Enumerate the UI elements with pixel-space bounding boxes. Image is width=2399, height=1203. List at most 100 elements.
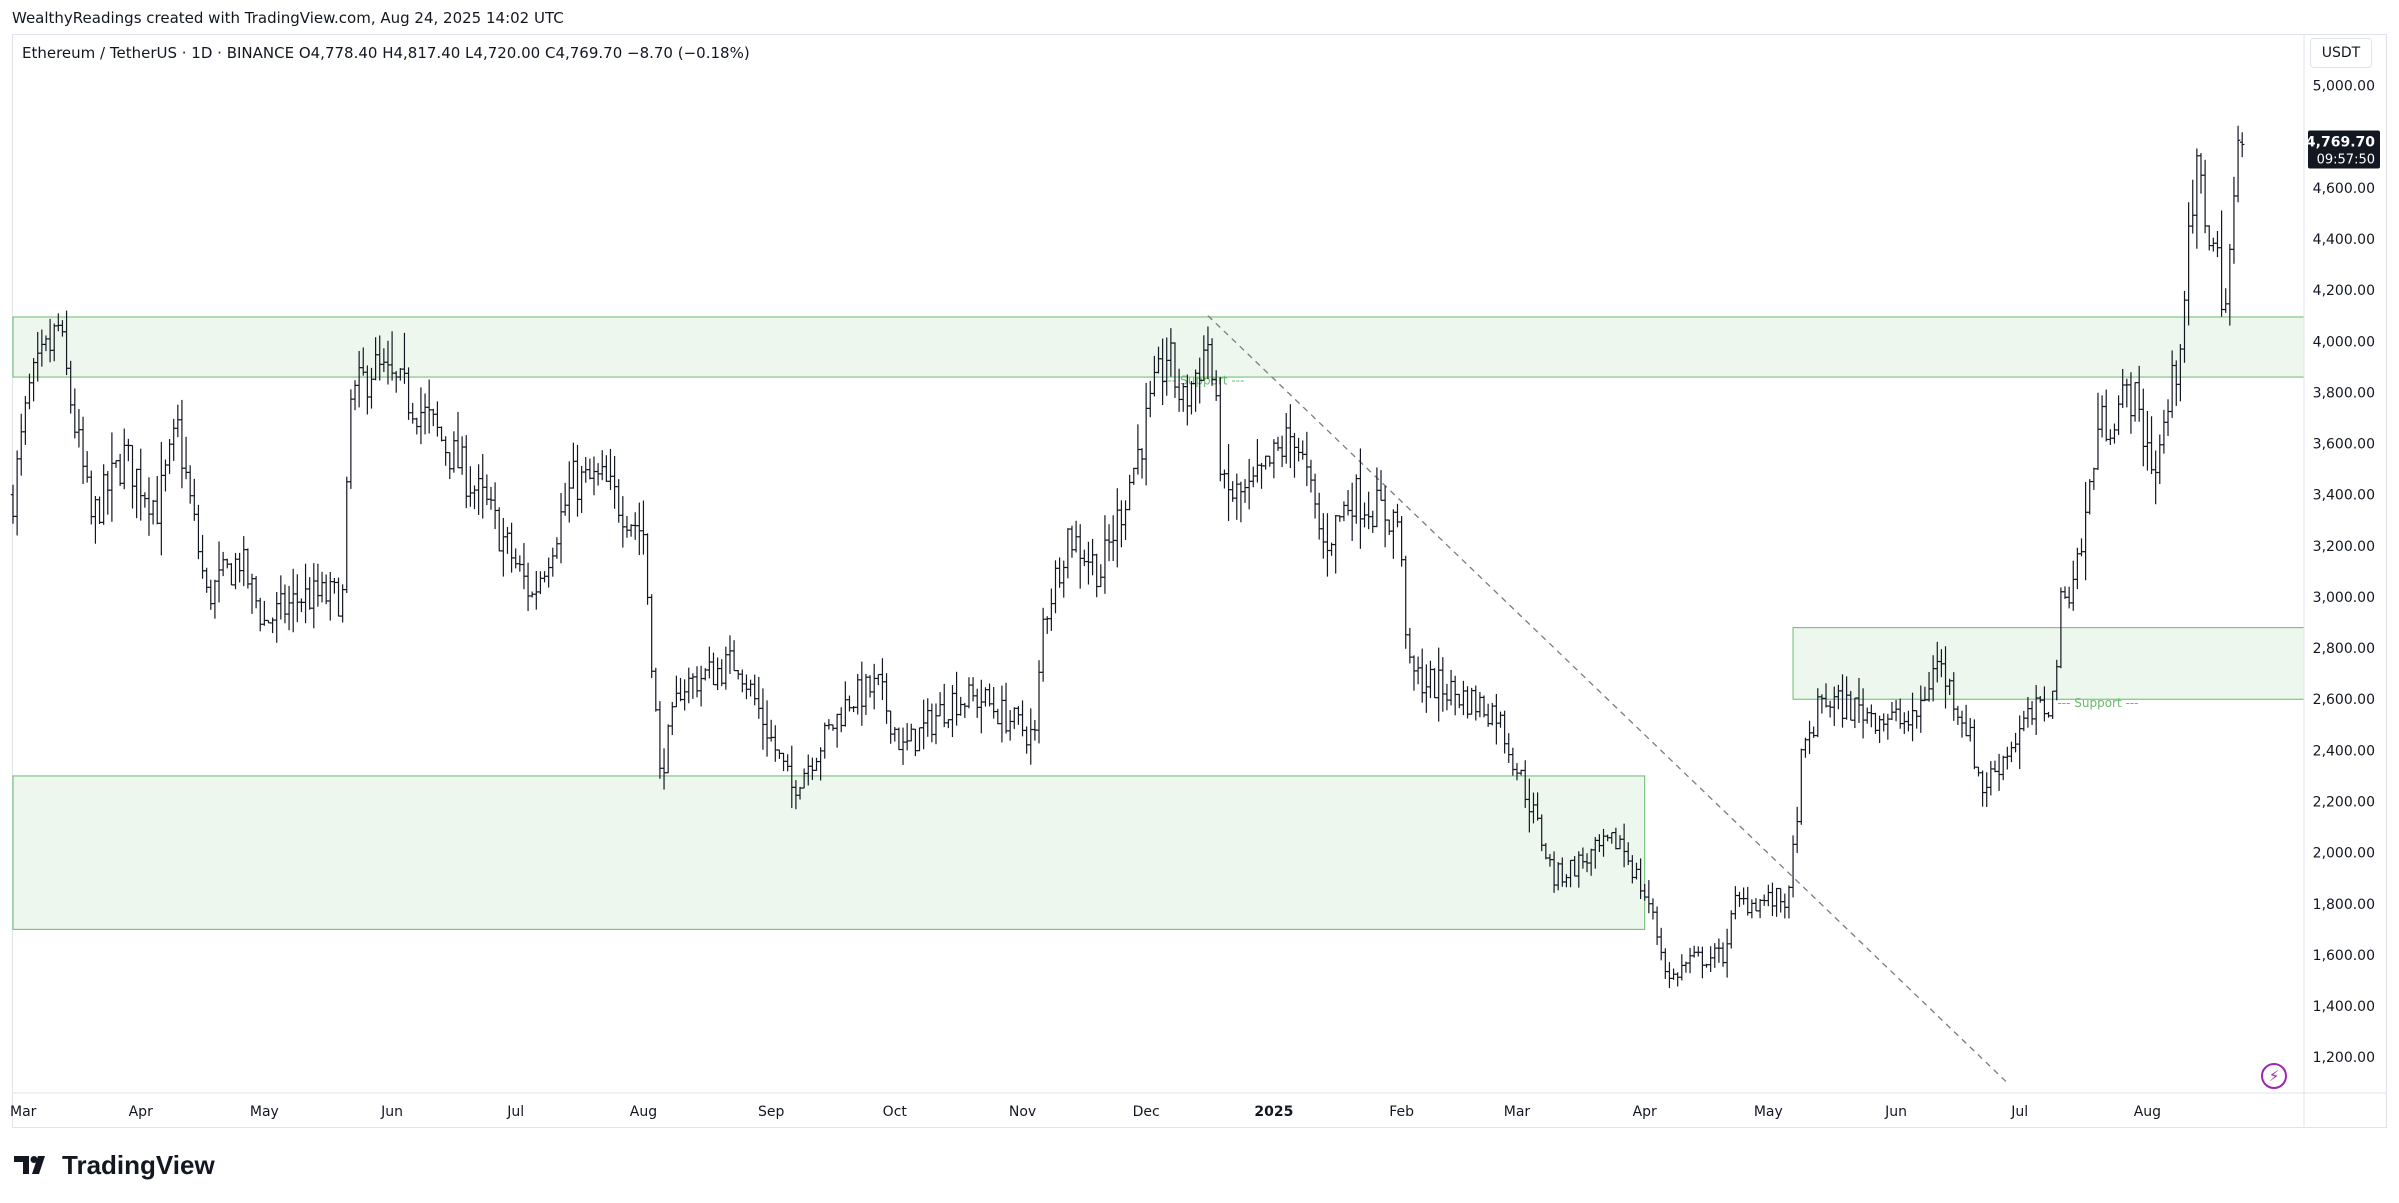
ohlc-bar	[1823, 683, 1829, 708]
ohlc-bar	[365, 365, 370, 415]
tradingview-brand[interactable]: TradingView	[14, 1150, 215, 1180]
currency-button[interactable]: USDT	[2310, 38, 2372, 68]
ohlc-bar	[1156, 346, 1161, 374]
ohlc-bar	[1613, 827, 1619, 850]
price-tick-label: 1,400.00	[2313, 999, 2375, 1015]
ohlc-bar	[2174, 360, 2179, 406]
ohlc-bar	[764, 700, 770, 757]
ohlc-bar	[1844, 676, 1849, 720]
ohlc-bar	[204, 567, 209, 593]
ohlc-bar	[2161, 409, 2167, 454]
ohlc-bar	[2178, 344, 2183, 402]
ohlc-bar	[389, 331, 395, 381]
ohlc-bar	[109, 432, 115, 522]
price-tick-label: 2,600.00	[2313, 692, 2375, 708]
ohlc-bar	[661, 748, 667, 790]
ohlc-bar	[68, 360, 73, 414]
ohlc-bar	[406, 367, 411, 420]
ohlc-bar	[1514, 763, 1520, 781]
ohlc-bar	[1391, 509, 1396, 559]
ohlc-bar	[1176, 368, 1182, 412]
ohlc-bar	[2239, 132, 2245, 158]
ohlc-bar	[1988, 761, 1994, 796]
ohlc-bar	[571, 442, 576, 489]
ohlc-bar	[1708, 946, 1713, 972]
ohlc-bar	[2141, 388, 2146, 467]
ohlc-bar	[1687, 947, 1693, 974]
time-tick-label: Feb	[1389, 1104, 1414, 1120]
ohlc-bar	[1374, 467, 1380, 528]
ohlc-bar	[900, 727, 906, 765]
ohlc-bar	[2054, 659, 2059, 701]
ohlc-bar	[1485, 703, 1491, 727]
ohlc-bar	[159, 442, 164, 556]
ohlc-bar	[1432, 668, 1437, 699]
ohlc-bar	[52, 323, 57, 362]
ohlc-bar	[1321, 513, 1326, 559]
time-axis: Mar Apr May Jun Jul Aug Sep Oct Nov Dec 2025 Feb Mar…	[10, 1092, 2387, 1120]
ohlc-bar	[1654, 906, 1660, 945]
ohlc-bar	[1729, 910, 1734, 949]
ohlc-bar	[797, 786, 803, 800]
price-tick-label: 3,200.00	[2313, 539, 2375, 555]
ohlc-bar	[595, 463, 601, 486]
ohlc-bar	[1333, 515, 1338, 574]
ohlc-bar	[1387, 519, 1392, 535]
ohlc-bar	[876, 673, 881, 686]
ohlc-bar	[736, 669, 741, 680]
ohlc-bar	[995, 708, 1001, 725]
ohlc-bar	[2099, 395, 2105, 438]
ohlc-bar	[962, 702, 968, 719]
ohlc-bar	[777, 749, 782, 759]
ohlc-bar	[2001, 755, 2006, 781]
ohlc-bar	[946, 719, 951, 729]
ohlc-bar	[752, 674, 757, 706]
ohlc-bar	[2227, 243, 2233, 326]
lightning-bolt-icon[interactable]: ⚡	[2261, 1063, 2287, 1089]
ohlc-bar	[1712, 943, 1717, 968]
ohlc-bar	[1691, 945, 1697, 958]
ohlc-bar	[2124, 378, 2130, 408]
ohlc-bar	[126, 438, 131, 462]
ohlc-bar	[2104, 389, 2109, 442]
ohlc-bar	[1362, 502, 1367, 528]
ohlc-bar	[2215, 230, 2220, 258]
ohlc-bar	[381, 348, 387, 372]
ohlc-bar	[1646, 880, 1652, 914]
price-tick-label: 4,600.00	[2313, 181, 2375, 197]
ohlc-bar	[369, 367, 374, 409]
ohlc-bar	[1873, 712, 1878, 734]
price-tick-label: 3,400.00	[2313, 488, 2375, 504]
ohlc-bar	[1094, 553, 1099, 598]
ohlc-bar	[1061, 560, 1066, 598]
ohlc-bar	[534, 570, 539, 610]
ohlc-bar	[1696, 946, 1701, 957]
ohlc-bar	[1819, 694, 1825, 714]
ohlc-bar	[2145, 410, 2150, 471]
ohlc-bar	[286, 585, 292, 631]
ohlc-bar	[546, 557, 551, 588]
ohlc-bar	[1832, 686, 1837, 726]
ohlc-bar	[2231, 176, 2237, 264]
ohlc-bar	[1440, 657, 1446, 712]
ohlc-bar	[892, 727, 897, 742]
ohlc-bar	[1045, 616, 1050, 634]
ohlc-bar	[1267, 455, 1272, 467]
ohlc-bar	[2071, 560, 2076, 611]
ohlc-bar	[1349, 482, 1355, 541]
ohlc-bar	[2153, 450, 2158, 505]
ohlc-bar	[208, 579, 213, 610]
ohlc-bar	[1498, 711, 1503, 728]
ohlc-bar	[1753, 898, 1759, 912]
ohlc-bar	[2120, 368, 2125, 408]
ohlc-bar	[492, 482, 498, 530]
ohlc-bar	[863, 673, 869, 715]
ohlc-bar	[1263, 455, 1268, 470]
ohlc-bar	[1275, 436, 1281, 451]
ohlc-bar	[822, 722, 827, 759]
ohlc-bar	[1086, 541, 1091, 585]
ohlc-bar	[1325, 513, 1330, 577]
ohlc-bar	[554, 537, 560, 559]
ohlc-bar	[529, 591, 535, 598]
